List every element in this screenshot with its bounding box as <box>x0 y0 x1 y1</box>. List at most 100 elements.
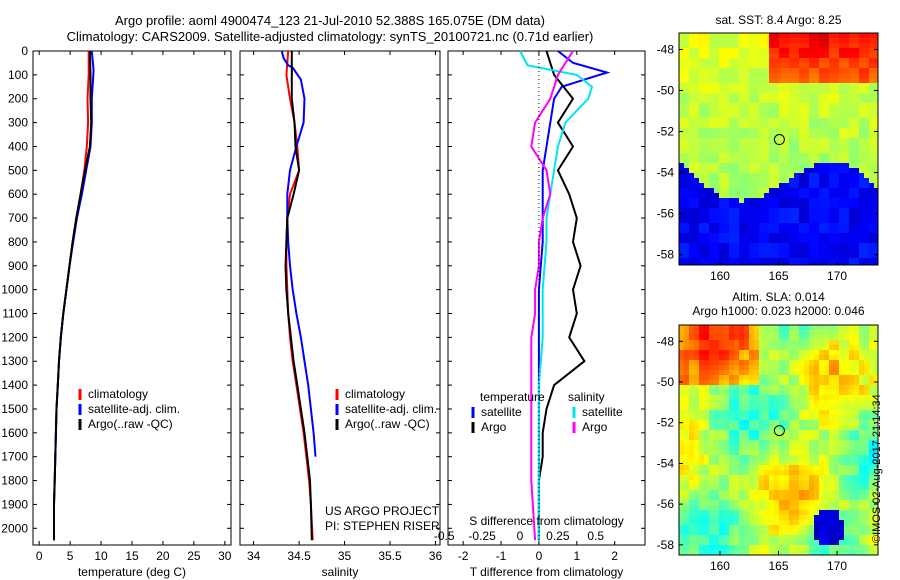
sla_map-cell <box>719 540 724 545</box>
sst_map-cell <box>859 73 864 78</box>
sla_map-cell <box>794 405 799 410</box>
sla_map-cell <box>829 420 834 425</box>
sla_map-cell <box>759 470 764 475</box>
sla_map-cell <box>839 480 844 485</box>
sst_map-cell <box>769 193 774 198</box>
sla_map-cell <box>864 540 869 545</box>
sst_map-cell <box>699 38 704 43</box>
sst_map-cell <box>829 243 834 248</box>
sst_map-cell <box>769 258 774 263</box>
sla_map-cell <box>849 370 854 375</box>
sst_map-cell <box>769 53 774 58</box>
sla_map-cell <box>759 520 764 525</box>
sla_map-cell <box>709 420 714 425</box>
sst_map-cell <box>839 183 844 188</box>
sst_map-cell <box>869 143 874 148</box>
sst_map-cell <box>849 243 854 248</box>
sst_map-cell <box>864 223 869 228</box>
sla_map-cell <box>769 380 774 385</box>
sst_map-cell <box>789 203 794 208</box>
sst_map-cell <box>869 188 874 193</box>
sla_map-cell <box>779 500 784 505</box>
sla_map-cell <box>749 455 754 460</box>
sla_map-cell <box>869 455 874 460</box>
sla_map-cell <box>864 385 869 390</box>
sst_map-cell <box>839 263 844 265</box>
sla_map-cell <box>809 450 814 455</box>
sst_map-cell <box>869 198 874 203</box>
sla_map-cell <box>809 400 814 405</box>
sst_map-cell <box>774 238 779 243</box>
sla_map-cell <box>709 340 714 345</box>
sla_map-cell <box>849 340 854 345</box>
sla_map-cell <box>819 355 824 360</box>
sla_map-cell <box>859 505 864 510</box>
sla_map-cell <box>754 395 759 400</box>
sla_map-cell <box>714 395 719 400</box>
sst_map-cell <box>689 198 694 203</box>
sst_map-cell <box>704 33 709 38</box>
sst_map-cell <box>784 73 789 78</box>
sst_map-cell <box>739 198 744 203</box>
sla_map-cell <box>844 515 849 520</box>
sla_map-cell <box>799 530 804 535</box>
sla_map-cell <box>699 360 704 365</box>
sst_map-cell <box>839 143 844 148</box>
sla_map-cell <box>849 365 854 370</box>
sst_map-cell <box>804 108 809 113</box>
sst_map-cell <box>819 43 824 48</box>
sst_map-cell <box>714 53 719 58</box>
sst_map-cell <box>829 78 834 83</box>
sst_map-cell <box>764 133 769 138</box>
sst_map-cell <box>739 218 744 223</box>
sla_map-cell <box>844 430 849 435</box>
sst_map-cell <box>779 218 784 223</box>
sla_map-cell <box>839 380 844 385</box>
sla_map-cell <box>724 545 729 550</box>
sst_map-cell <box>784 33 789 38</box>
sla_map-cell <box>804 360 809 365</box>
sla_map-cell <box>739 385 744 390</box>
sla_map-lat-label: -54 <box>657 456 675 470</box>
sst_map-cell <box>864 148 869 153</box>
sla_map-cell <box>759 410 764 415</box>
sla_map-cell <box>824 350 829 355</box>
sla_map-cell <box>684 495 689 500</box>
sla_map-cell <box>804 325 809 330</box>
sst_map-cell <box>864 143 869 148</box>
sst_map-cell <box>804 218 809 223</box>
sal-argo-legend-label: Argo <box>582 420 608 434</box>
sla_map-cell <box>784 380 789 385</box>
sst_map-cell <box>739 223 744 228</box>
sst_map-cell <box>774 188 779 193</box>
sla_map-cell <box>859 355 864 360</box>
sla_map-cell <box>834 410 839 415</box>
sst_map-cell <box>739 148 744 153</box>
temp-argo-legend-label: Argo <box>481 420 507 434</box>
sst_map-cell <box>714 198 719 203</box>
sst_map-cell <box>864 218 869 223</box>
sla_map-cell <box>689 375 694 380</box>
sla_map-cell <box>859 405 864 410</box>
sst_map-cell <box>744 233 749 238</box>
sla_map-cell <box>729 410 734 415</box>
sst_map-cell <box>854 198 859 203</box>
sst_map-cell <box>819 103 824 108</box>
sst_map-cell <box>774 128 779 133</box>
sst_map-cell <box>724 128 729 133</box>
sla_map-cell <box>759 525 764 530</box>
sst_map-cell <box>744 243 749 248</box>
sst_map-cell <box>859 83 864 88</box>
sla_map-cell <box>774 545 779 550</box>
sla_map-cell <box>724 525 729 530</box>
depth-tick-label: 1400 <box>1 378 28 392</box>
sst_map-cell <box>784 68 789 73</box>
sla_map-cell <box>699 510 704 515</box>
sst_map-cell <box>779 238 784 243</box>
sla_map-cell <box>809 495 814 500</box>
sla_map-cell <box>689 470 694 475</box>
sst_map-cell <box>739 53 744 58</box>
sla_map-cell <box>834 420 839 425</box>
sla_map-cell <box>719 470 724 475</box>
